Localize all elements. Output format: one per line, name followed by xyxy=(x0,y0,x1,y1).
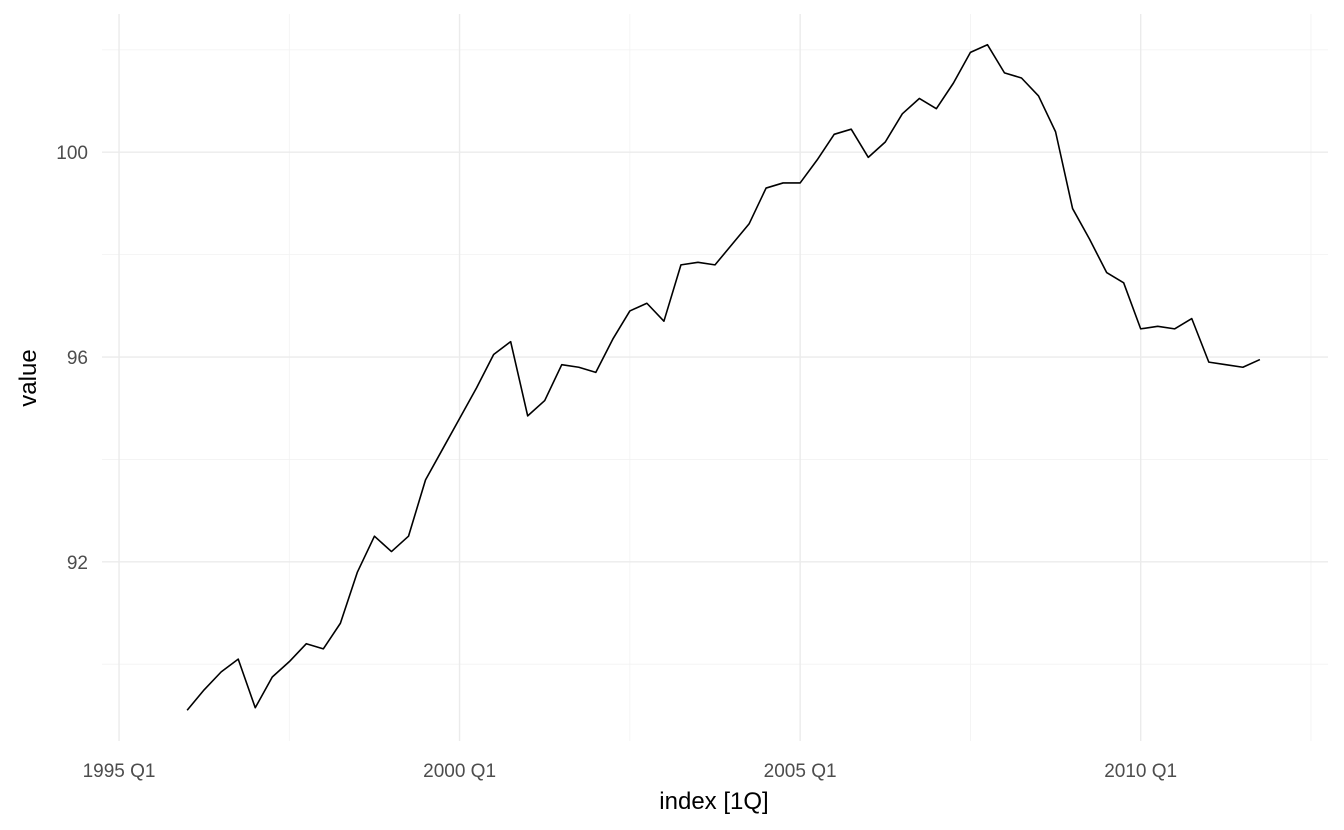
y-tick-labels: 92 96 100 xyxy=(56,143,88,574)
major-gridlines-y xyxy=(102,151,1328,563)
x-tick-label: 1995 Q1 xyxy=(83,761,156,782)
minor-gridlines-y xyxy=(102,49,1328,665)
x-tick-label: 2010 Q1 xyxy=(1104,761,1177,782)
minor-gridlines-x xyxy=(288,14,1312,741)
y-axis-title: value xyxy=(15,349,42,406)
series-line xyxy=(186,43,1261,711)
y-tick-label: 100 xyxy=(56,143,88,164)
x-tick-label: 2005 Q1 xyxy=(764,761,837,782)
major-gridlines-x xyxy=(118,14,1142,741)
x-tick-labels: 1995 Q1 2000 Q1 2005 Q1 2010 Q1 xyxy=(83,761,1178,782)
y-tick-label: 92 xyxy=(67,553,88,574)
x-tick-label: 2000 Q1 xyxy=(423,761,496,782)
x-axis-title: index [1Q] xyxy=(659,788,768,815)
y-tick-label: 96 xyxy=(67,348,88,369)
